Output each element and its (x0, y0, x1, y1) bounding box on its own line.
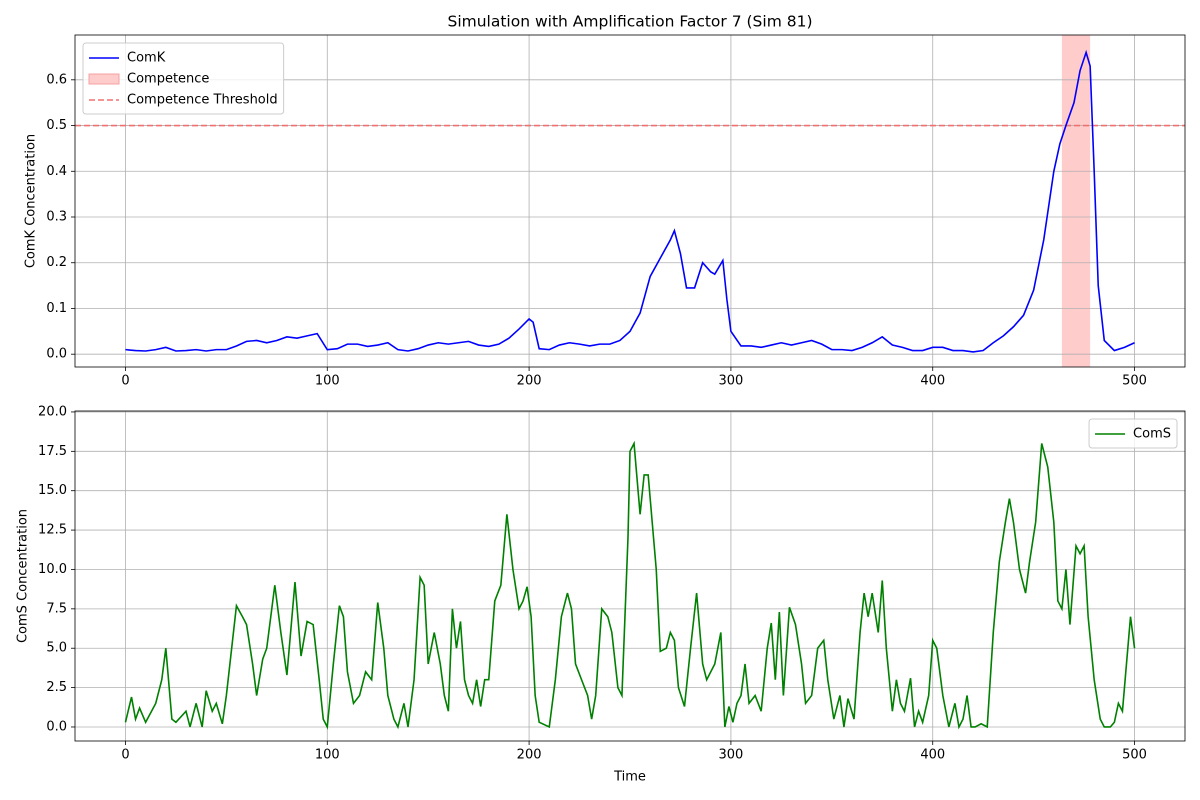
x-tick-label: 300 (718, 748, 743, 763)
y-tick-label: 17.5 (38, 444, 67, 459)
x-tick-label: 100 (315, 748, 340, 763)
legend-swatch (88, 73, 120, 85)
legend-label: ComS (1133, 427, 1171, 442)
x-tick-label: 300 (718, 374, 743, 389)
x-tick-label: 200 (517, 374, 542, 389)
y-tick-label: 10.0 (38, 562, 67, 577)
x-tick-label: 100 (315, 374, 340, 389)
x-tick-label: 400 (920, 374, 945, 389)
legend-label: ComK (127, 51, 166, 66)
y-axis-label: ComS Concentration (16, 509, 31, 643)
legend-frame (1088, 418, 1178, 449)
axes-frame (74, 410, 1186, 742)
y-tick-label: 0.2 (46, 255, 67, 270)
plot-area (75, 411, 1185, 741)
axes-frame (74, 34, 1186, 368)
x-axis-label: Time (613, 770, 646, 785)
y-tick-label: 15.0 (38, 483, 67, 498)
legend-frame (82, 42, 285, 115)
legend: ComK Competence Competence Threshold (82, 42, 285, 115)
y-tick-label: 7.5 (46, 601, 67, 616)
y-tick-label: 0.0 (46, 347, 67, 362)
shaded-region (1061, 35, 1091, 367)
x-tick-label: 200 (517, 748, 542, 763)
series-line (124, 440, 1136, 730)
y-axis-label: ComK Concentration (24, 134, 39, 268)
y-tick-label: 0.3 (46, 210, 67, 225)
legend-label: Competence Threshold (127, 93, 278, 108)
x-tick-label: 0 (121, 748, 129, 763)
y-tick-label: 2.5 (46, 680, 67, 695)
x-tick-label: 500 (1122, 748, 1147, 763)
y-tick-label: 20.0 (38, 404, 67, 419)
y-tick-label: 5.0 (46, 641, 67, 656)
series-line (125, 49, 1135, 353)
legend: ComS (1088, 418, 1178, 449)
plot-area (75, 35, 1185, 367)
chart-title: Simulation with Amplification Factor 7 (… (447, 13, 812, 31)
legend-label: Competence (127, 72, 209, 87)
y-tick-label: 0.5 (46, 118, 67, 133)
y-tick-label: 0.0 (46, 719, 67, 734)
y-tick-label: 12.5 (38, 523, 67, 538)
x-tick-label: 0 (121, 374, 129, 389)
x-tick-label: 400 (920, 748, 945, 763)
y-tick-label: 0.6 (46, 72, 67, 87)
x-tick-label: 500 (1122, 374, 1147, 389)
y-tick-label: 0.4 (46, 164, 67, 179)
y-tick-label: 0.1 (46, 301, 67, 316)
